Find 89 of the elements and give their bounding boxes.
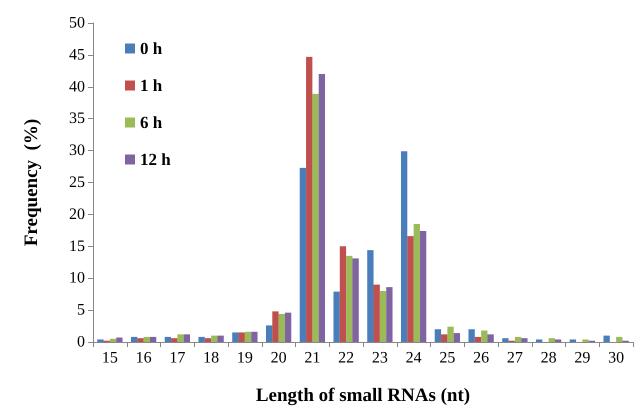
bar bbox=[204, 338, 212, 342]
bar bbox=[481, 330, 488, 342]
x-tick-label: 26 bbox=[473, 350, 490, 366]
bar bbox=[116, 338, 123, 342]
y-tick-label: 5 bbox=[77, 302, 85, 319]
bar bbox=[616, 336, 622, 342]
x-axis-title: Length of small RNAs (nt) bbox=[256, 385, 470, 406]
legend-label: 12 h bbox=[140, 150, 172, 169]
bar bbox=[150, 336, 156, 342]
legend-label: 6 h bbox=[140, 113, 163, 132]
bar bbox=[474, 336, 482, 342]
bar bbox=[374, 284, 380, 342]
bar bbox=[272, 311, 279, 342]
bar bbox=[536, 339, 542, 342]
x-tick-label: 25 bbox=[439, 350, 456, 366]
x-tick-label: 17 bbox=[169, 350, 186, 366]
legend-label: 1 h bbox=[140, 76, 163, 95]
bar bbox=[570, 339, 576, 342]
y-tick-label: 25 bbox=[69, 174, 85, 191]
x-tick-label: 27 bbox=[506, 350, 523, 366]
bar bbox=[447, 326, 454, 342]
x-tick-label: 18 bbox=[203, 350, 220, 366]
bar bbox=[164, 336, 172, 342]
x-tick-label: 28 bbox=[540, 350, 557, 366]
bar bbox=[251, 332, 258, 342]
bar bbox=[346, 256, 352, 342]
bar bbox=[441, 334, 448, 342]
bar bbox=[306, 56, 312, 342]
bar bbox=[184, 334, 190, 342]
y-tick-label: 45 bbox=[69, 46, 85, 64]
y-axis-title: Frequency (%) bbox=[21, 118, 42, 246]
y-tick-label: 15 bbox=[69, 238, 85, 255]
bar bbox=[312, 94, 319, 342]
x-tick-label: 21 bbox=[304, 350, 320, 366]
bar bbox=[352, 258, 359, 342]
bar bbox=[502, 338, 509, 342]
bar bbox=[603, 336, 610, 342]
bar bbox=[514, 336, 522, 342]
bar bbox=[380, 290, 386, 342]
bar bbox=[400, 151, 408, 342]
bar bbox=[333, 292, 340, 342]
x-tick-label: 19 bbox=[236, 350, 253, 366]
bar bbox=[554, 339, 562, 342]
bar bbox=[487, 334, 494, 342]
x-tick-label: 30 bbox=[608, 350, 624, 366]
bar bbox=[266, 325, 272, 342]
bar bbox=[130, 336, 138, 342]
x-tick-label: 23 bbox=[372, 350, 388, 366]
bar bbox=[198, 336, 205, 342]
bar bbox=[318, 74, 326, 342]
bar bbox=[386, 287, 393, 342]
bar bbox=[238, 332, 245, 342]
x-tick-label: 20 bbox=[270, 350, 287, 366]
y-tick-label: 0 bbox=[77, 334, 85, 350]
bar bbox=[454, 333, 460, 342]
bar bbox=[434, 329, 442, 342]
y-tick-label: 50 bbox=[69, 14, 85, 32]
bar bbox=[137, 338, 144, 342]
bar bbox=[244, 332, 252, 342]
bar bbox=[284, 312, 292, 342]
y-tick-label: 20 bbox=[69, 206, 85, 223]
y-tick-label: 40 bbox=[69, 78, 85, 96]
x-tick-label: 22 bbox=[338, 350, 354, 366]
y-tick-label: 30 bbox=[69, 142, 85, 160]
bar bbox=[367, 250, 374, 342]
bar bbox=[340, 246, 346, 342]
x-tick-label: 15 bbox=[102, 350, 118, 366]
bar bbox=[582, 339, 589, 342]
y-tick-label: 35 bbox=[69, 110, 85, 128]
bar bbox=[468, 329, 475, 342]
bar bbox=[217, 336, 224, 342]
x-tick-label: 16 bbox=[136, 350, 152, 366]
bar bbox=[177, 334, 184, 342]
bar bbox=[548, 338, 555, 342]
legend-label: 0 h bbox=[140, 39, 163, 58]
x-tick-label: 24 bbox=[406, 350, 422, 366]
bar bbox=[300, 168, 306, 342]
bar bbox=[232, 332, 239, 342]
bar bbox=[97, 339, 104, 342]
bar bbox=[278, 314, 285, 342]
bar bbox=[171, 338, 178, 342]
bar bbox=[420, 230, 426, 342]
x-tick-label: 29 bbox=[574, 350, 590, 366]
bar bbox=[407, 236, 414, 342]
bar bbox=[521, 338, 528, 342]
bar bbox=[144, 336, 150, 342]
bar bbox=[414, 224, 420, 342]
bar bbox=[211, 336, 218, 342]
y-tick-label: 10 bbox=[69, 270, 85, 287]
